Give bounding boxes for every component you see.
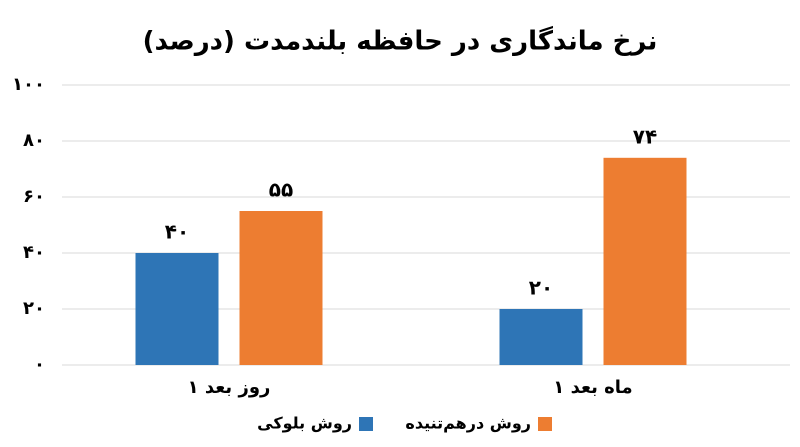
value-label: ۲۰ bbox=[529, 276, 553, 300]
y-tick-label: ۲۰ bbox=[23, 298, 45, 319]
bar bbox=[603, 157, 687, 365]
value-label: ۴۰ bbox=[165, 220, 189, 244]
legend-swatch bbox=[538, 417, 552, 431]
x-tick-label: ۱ روز بعد bbox=[188, 377, 271, 398]
legend-label: روش بلوکی bbox=[257, 414, 352, 433]
value-label: ۵۵ bbox=[269, 178, 293, 202]
legend-label: روش درهم‌تنیده bbox=[405, 414, 531, 433]
bar bbox=[135, 253, 219, 365]
value-label: ۷۴ bbox=[633, 124, 657, 148]
x-tick-label: ۱ ماه بعد bbox=[553, 377, 632, 398]
chart-title: نرخ ماندگاری در حافظه بلندمدت (درصد) bbox=[143, 26, 658, 57]
y-tick-label: ۶۰ bbox=[23, 186, 45, 207]
y-tick-label: ۸۰ bbox=[23, 130, 45, 151]
bar bbox=[239, 211, 323, 365]
y-tick-label: ۴۰ bbox=[23, 242, 45, 263]
legend-swatch bbox=[359, 417, 373, 431]
y-tick-label: ۰ bbox=[34, 354, 45, 375]
bar bbox=[499, 309, 583, 365]
y-tick-label: ۱۰۰ bbox=[12, 74, 45, 95]
